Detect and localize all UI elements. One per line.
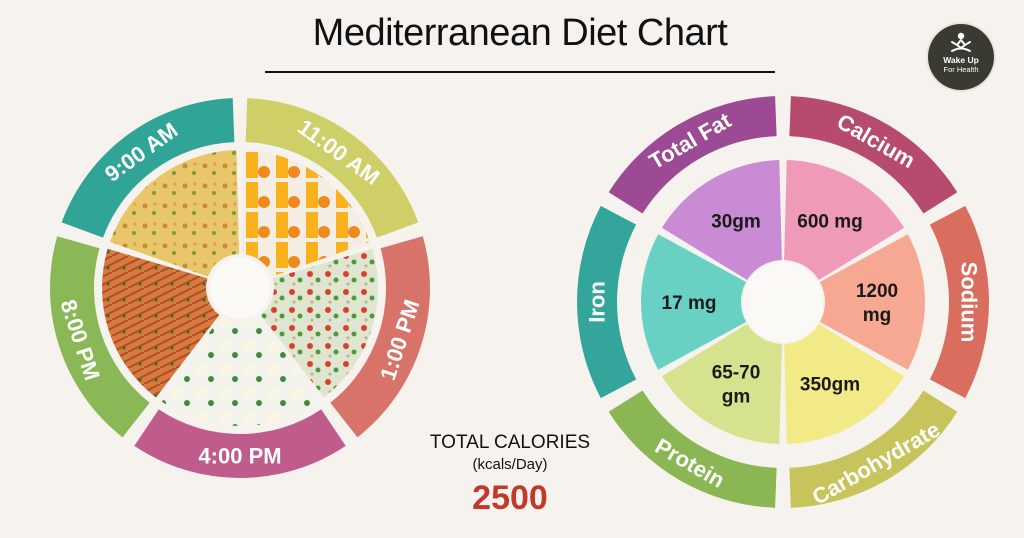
logo: Wake Up For Health [928,24,994,90]
page-title: Mediterranean Diet Chart [312,12,728,54]
logo-line2: For Health [943,65,979,74]
nutrient-value-calcium: 600 mg [797,212,862,233]
nutrient-name-iron: Iron [585,281,610,323]
meal-ring-segment [330,236,430,438]
calories-title: TOTAL CALORIES [429,432,591,453]
nutrient-slice [661,160,782,281]
meditation-figure-icon [951,32,971,52]
meal-ring-segment [245,98,419,238]
total-calories: TOTAL CALORIES (kcals/Day) 2500 [410,432,610,518]
calories-value: 2500 [472,479,548,517]
nutrient-value-protein: 65-70 gm [712,362,761,407]
nutrient-ring-segment [789,390,958,508]
nutrient-value-carbohydrate: 350gm [800,374,860,395]
calories-unit: (kcals/Day) [472,456,548,473]
salad-bowl-image [260,248,378,398]
nutrient-slice [819,234,926,370]
nutrient-ring-segment [789,96,958,214]
nutrient-value-iron: 17 mg [662,293,717,314]
meal-ring-segment [61,98,235,238]
nutrient-value-sodium: 1200 mg [856,281,898,326]
nutrient-ring-segment [608,96,777,214]
meal-time-wheel: 9:00 AM 11:00 AM1:00 PM4:00 PM8:00 PM [50,98,430,479]
nutrient-ring-segment [577,205,637,399]
frittata-image [109,150,240,277]
salmon-image [101,248,220,398]
nutrient-ring-segment [929,205,989,399]
title-underline [265,71,775,73]
nutrient-slice [661,323,782,444]
nutrient-slice [641,234,747,370]
nutrient-name-sodium: Sodium [957,262,982,343]
nutrient-ring-segment [608,390,777,508]
nutrient-slice [784,160,905,281]
meal-time-label-4-00-pm: 4:00 PM [198,444,281,469]
nutrient-slice [784,323,905,444]
orange-juice-image [240,150,371,277]
meal-ring-segment [134,409,346,479]
meal-ring-segment [50,236,150,438]
feta-cheese-image [161,316,319,426]
nutrient-value-total-fat: 30gm [711,212,761,233]
logo-line1: Wake Up [943,55,979,65]
